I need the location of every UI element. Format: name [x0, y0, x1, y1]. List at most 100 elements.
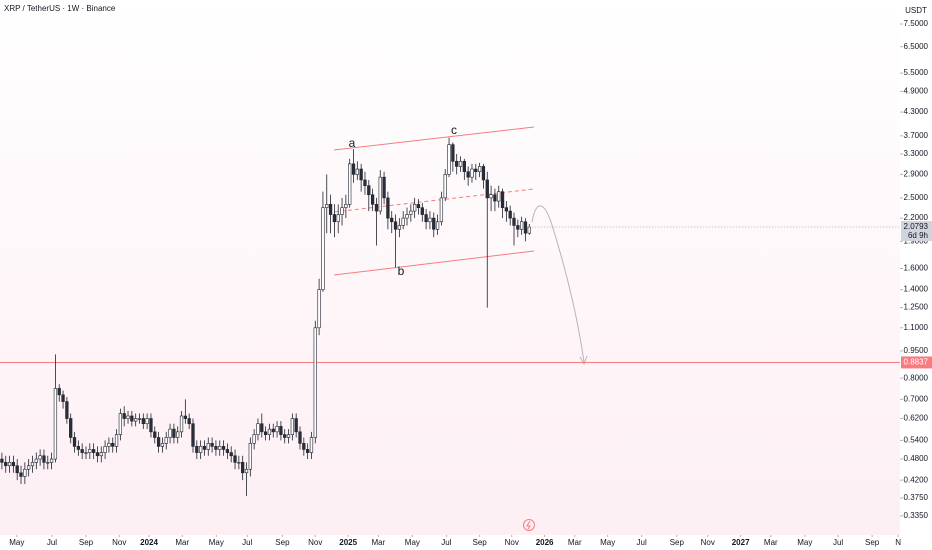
candle-body — [202, 446, 207, 450]
candle-body — [141, 418, 145, 425]
candle-body — [179, 415, 184, 433]
candle-body — [489, 194, 493, 199]
candle-body — [367, 185, 371, 196]
candle-body — [363, 179, 367, 187]
candle-body — [481, 166, 486, 181]
x-tick-label: Jul — [242, 538, 252, 547]
y-tick-label: 6.5000 — [904, 42, 929, 51]
candle-body — [508, 210, 512, 219]
candle-body — [260, 423, 264, 433]
candle-body — [233, 455, 237, 463]
candle-body — [309, 437, 314, 453]
candle-body — [286, 434, 291, 438]
candle-body — [374, 204, 379, 212]
y-tick-label: 0.3350 — [904, 511, 929, 520]
candle-body — [462, 161, 466, 172]
x-tick-label: May — [797, 538, 812, 547]
candle-body — [252, 434, 256, 444]
price-axis — [900, 0, 932, 550]
candle-body — [103, 446, 107, 453]
candle-body — [107, 443, 111, 447]
candle-body — [244, 468, 249, 474]
candle-body — [435, 221, 440, 230]
x-tick-label: Nov — [701, 538, 715, 547]
candle-body — [34, 458, 38, 463]
x-tick-label: Mar — [175, 538, 189, 547]
x-tick-label: Jul — [637, 538, 647, 547]
y-tick-label: 0.9500 — [904, 346, 929, 355]
candle-body — [118, 413, 123, 435]
candle-body — [214, 446, 218, 450]
candle-body — [317, 289, 321, 329]
candle-body — [256, 423, 260, 435]
candle-body — [114, 434, 119, 447]
candle-body — [455, 161, 459, 167]
candle-body — [351, 163, 356, 175]
candle-body — [477, 166, 482, 172]
candle-body — [145, 418, 149, 425]
candle-body — [225, 449, 230, 453]
candle-body — [156, 437, 161, 447]
level-label: 0.8837 — [904, 358, 929, 367]
y-tick-label: 0.4200 — [904, 475, 929, 484]
candle-body — [65, 401, 69, 419]
y-tick-label: 3.7000 — [904, 131, 929, 140]
candle-body — [160, 443, 165, 447]
y-tick-label: 7.5000 — [904, 19, 929, 28]
candle-body — [91, 449, 96, 453]
arrow-head — [579, 355, 588, 366]
x-tick-label: May — [405, 538, 420, 547]
candle-body — [248, 443, 252, 470]
candle-body — [27, 465, 31, 470]
candle-body — [126, 415, 130, 419]
candle-body — [390, 217, 394, 223]
candle-body — [279, 426, 283, 435]
candle-body — [294, 418, 298, 433]
candle-body — [61, 394, 65, 402]
last-price-label: 2.0793 — [904, 222, 929, 231]
candle-body — [30, 462, 35, 467]
y-tick-label: 5.5000 — [904, 68, 929, 77]
candle-body — [474, 168, 478, 172]
candle-body — [420, 207, 424, 215]
candle-body — [80, 449, 84, 453]
candle-body — [393, 221, 398, 230]
candle-body — [111, 443, 115, 447]
x-tick-label: Sep — [865, 538, 880, 547]
x-tick-label: May — [600, 538, 615, 547]
replay-icon[interactable] — [523, 519, 535, 531]
candle-body — [336, 214, 340, 223]
candle-body — [221, 446, 226, 450]
candle-body — [283, 434, 287, 438]
candle-body — [470, 168, 474, 178]
candle-body — [187, 418, 191, 425]
candle-body — [512, 217, 516, 226]
candle-body — [370, 194, 375, 205]
candle-body — [191, 423, 195, 447]
candle-body — [466, 171, 470, 178]
x-tick-label: May — [9, 538, 24, 547]
candle-body — [516, 225, 520, 230]
candle-body — [46, 462, 50, 464]
candle-body — [164, 437, 168, 444]
candle-body — [206, 443, 210, 450]
y-tick-label: 0.5400 — [904, 436, 929, 445]
candle-body — [328, 204, 333, 215]
candle-body — [42, 455, 46, 463]
candle-body — [195, 446, 199, 453]
candle-body — [302, 443, 306, 450]
x-tick-label: Mar — [371, 538, 385, 547]
x-tick-label: 2025 — [339, 538, 357, 547]
candle-body — [344, 204, 348, 208]
candle-body — [15, 465, 19, 474]
candle-body — [122, 413, 126, 419]
candle-body — [500, 191, 505, 208]
candle-body — [23, 468, 27, 477]
x-tick-label: Nov — [112, 538, 126, 547]
wave-label: a — [349, 136, 356, 150]
candle-body — [241, 462, 245, 474]
candle-body — [409, 210, 413, 215]
candle-body — [424, 214, 428, 223]
currency-label: USDT — [905, 6, 927, 15]
